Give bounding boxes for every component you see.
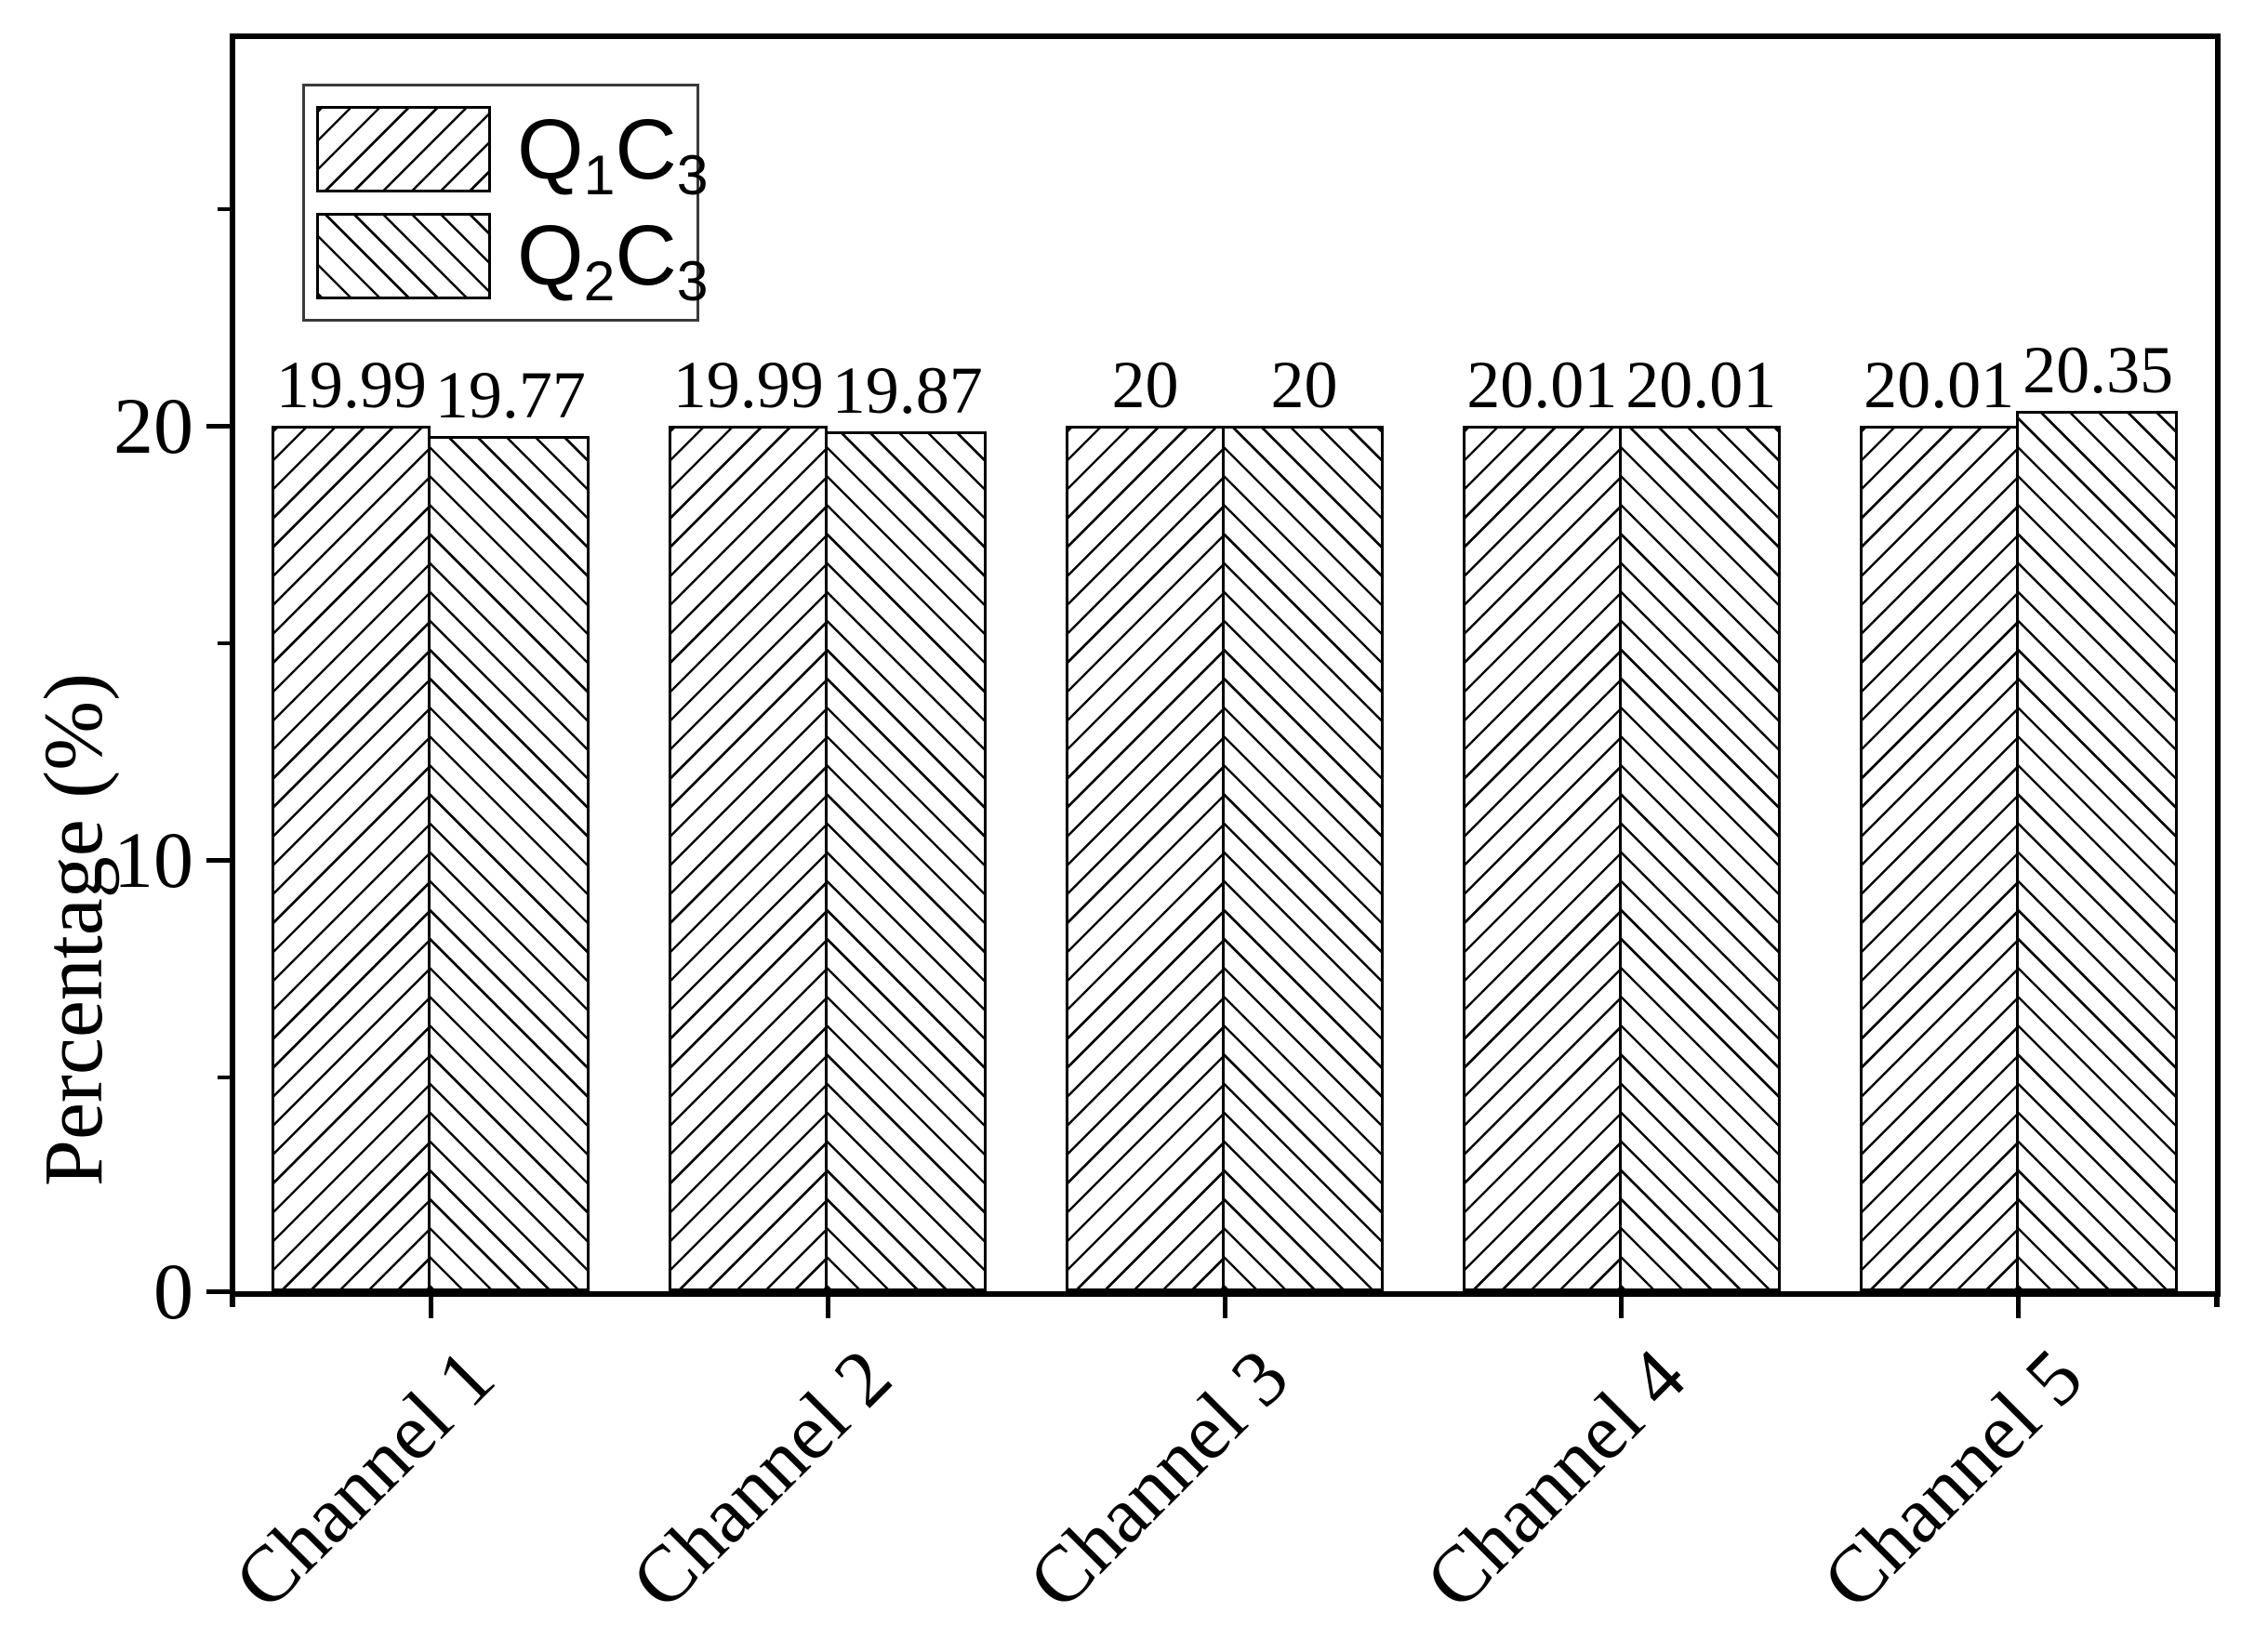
x-major-tick (2016, 1294, 2022, 1318)
y-axis-title: Percentage (%) (28, 672, 120, 1187)
y-tick-label: 20 (113, 381, 193, 470)
y-minor-tick (218, 641, 232, 645)
x-major-tick (1222, 1294, 1227, 1318)
bar-Q1C3-5 (1859, 425, 2019, 1291)
bar-value-label: 20.35 (2023, 332, 2174, 407)
y-minor-tick (218, 1075, 232, 1079)
legend-label-Q1C3: Q1C3 (517, 107, 709, 203)
bar-Q2C3-5 (2015, 410, 2178, 1291)
bar-Q2C3-2 (825, 431, 988, 1291)
y-major-tick (206, 423, 232, 429)
bar-Q2C3-1 (428, 435, 590, 1291)
x-major-tick (1619, 1294, 1625, 1318)
legend-label-char: Q (517, 208, 584, 304)
legend-label-char: Q (517, 101, 584, 197)
y-minor-tick (218, 206, 232, 211)
x-end-tick (2214, 1294, 2220, 1307)
bar-value-label: 20 (1270, 348, 1338, 422)
x-category-label-2: Channel 2 (614, 1331, 909, 1626)
legend-label-subscript: 3 (676, 142, 709, 206)
y-major-tick (206, 1288, 232, 1294)
bar-Q1C3-3 (1066, 426, 1225, 1291)
legend-label-char: C (615, 208, 677, 304)
x-category-label-1: Channel 1 (217, 1331, 511, 1626)
y-tick-label: 10 (113, 815, 193, 905)
legend-label-subscript: 2 (583, 249, 616, 313)
x-major-tick (428, 1294, 433, 1318)
bar-Q2C3-4 (1618, 425, 1781, 1291)
bar-Q1C3-4 (1462, 425, 1622, 1291)
bar-value-label: 19.99 (275, 348, 427, 423)
bar-value-label: 20.01 (1625, 347, 1777, 422)
legend-entry-Q2C3: Q2C3 (316, 212, 709, 310)
bar-Q2C3-3 (1222, 426, 1384, 1291)
bar-value-label: 19.77 (434, 357, 586, 432)
x-major-tick (825, 1294, 830, 1318)
y-major-tick (206, 857, 232, 863)
legend-label-subscript: 1 (583, 142, 616, 206)
legend-label-subscript: 3 (676, 249, 709, 313)
y-tick-label: 0 (153, 1247, 193, 1336)
bar-value-label: 20 (1111, 348, 1179, 422)
legend-entry-Q1C3: Q1C3 (316, 106, 709, 203)
bar-value-label: 20.01 (1466, 347, 1618, 422)
x-category-label-5: Channel 5 (1804, 1331, 2099, 1626)
legend-swatch-Q1C3 (316, 106, 491, 193)
bar-Q1C3-2 (669, 426, 829, 1291)
legend-swatch-Q2C3 (316, 212, 491, 299)
bar-Q1C3-1 (272, 426, 431, 1291)
x-end-tick (230, 1294, 235, 1307)
legend-label-char: C (615, 101, 677, 197)
legend-label-Q2C3: Q2C3 (517, 213, 709, 309)
legend: Q1C3 Q2C3 (302, 84, 709, 322)
x-category-label-3: Channel 3 (1011, 1331, 1306, 1626)
bar-value-label: 19.99 (672, 348, 824, 423)
bar-value-label: 20.01 (1863, 347, 2015, 422)
x-category-label-4: Channel 4 (1408, 1331, 1703, 1626)
bar-value-label: 19.87 (831, 353, 983, 429)
